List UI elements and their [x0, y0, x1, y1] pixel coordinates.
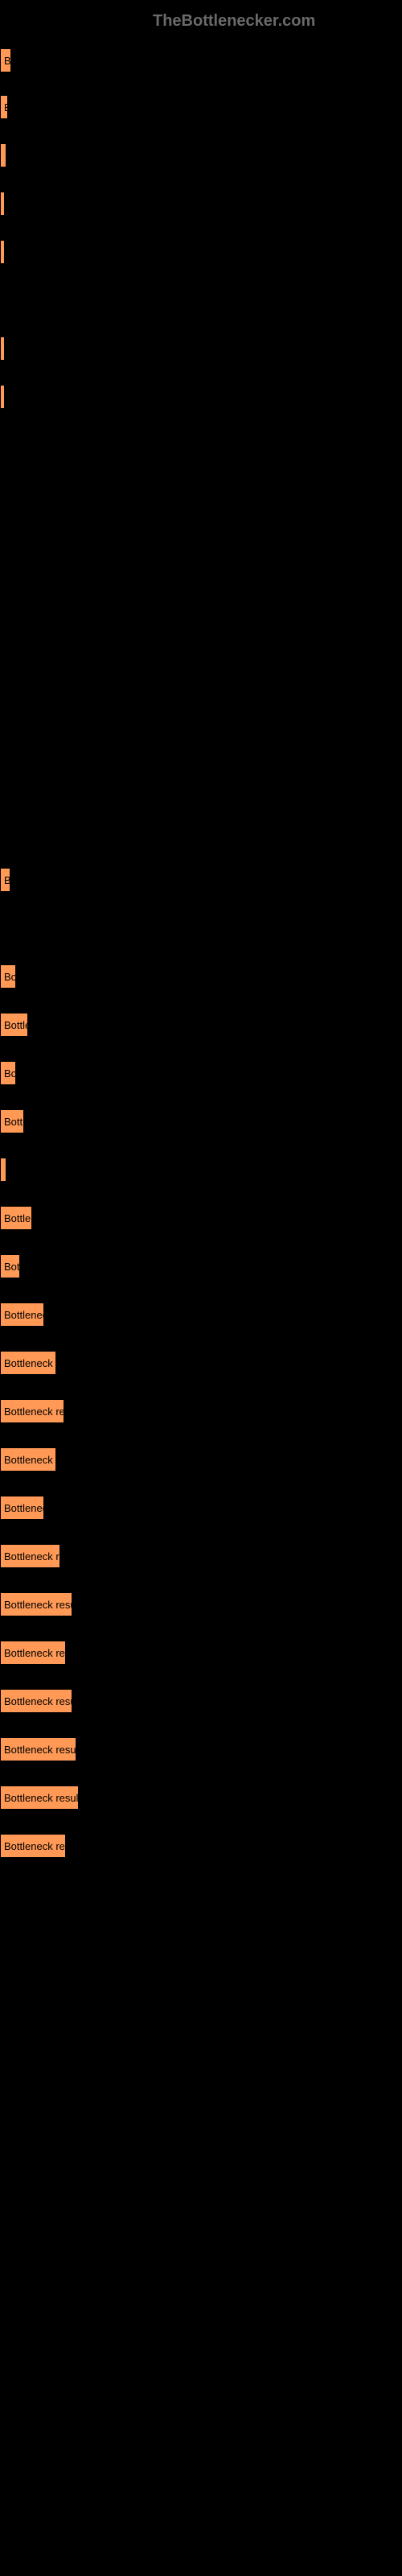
bar-row: Bottleneck res	[0, 1544, 60, 1568]
bar: Bottleneck resul	[0, 1834, 66, 1858]
bar	[0, 385, 5, 409]
bar: Bottleneck result	[0, 1785, 79, 1810]
bar-row: Bottler	[0, 1013, 28, 1037]
bar	[0, 192, 5, 216]
bar-row: B	[0, 48, 11, 72]
bar-row: B	[0, 95, 8, 119]
bar-row: Bottleneck	[0, 1496, 44, 1520]
bar-row: Bottleneck re	[0, 1351, 56, 1375]
bar-row: Bottleneck result	[0, 1785, 79, 1810]
bar-row: Bottl	[0, 1109, 24, 1133]
site-logo: TheBottlenecker.com	[153, 12, 315, 31]
bar: B	[0, 95, 8, 119]
bar-row: Bottleneck result	[0, 1737, 76, 1761]
bar-row: Bottleneck resu	[0, 1399, 64, 1423]
bar-row	[0, 192, 5, 216]
bar: Bottleneck	[0, 1496, 44, 1520]
bar	[0, 143, 6, 167]
bar-row: B	[0, 868, 10, 892]
bar: B	[0, 48, 11, 72]
bar: Bottleneck	[0, 1302, 44, 1327]
bar: Bottleneck re	[0, 1351, 56, 1375]
bar: Bo	[0, 1061, 16, 1085]
bar	[0, 1158, 6, 1182]
bar: Bottleneck res	[0, 1544, 60, 1568]
bar-row: Bottleneck result	[0, 1592, 72, 1616]
bar-row: Bo	[0, 964, 16, 989]
bar: Bottleneck resu	[0, 1399, 64, 1423]
bar-row: Bottleneck	[0, 1302, 44, 1327]
bar-row	[0, 1158, 6, 1182]
bar: Bot	[0, 1254, 20, 1278]
bar-row	[0, 385, 5, 409]
bar-row: Bot	[0, 1254, 20, 1278]
bar: Bottleneck resul	[0, 1641, 66, 1665]
bar	[0, 336, 5, 361]
bar: Bottleneck re	[0, 1447, 56, 1472]
bar: Bottleneck result	[0, 1689, 72, 1713]
bar-row: Bottleneck resul	[0, 1834, 66, 1858]
bar-row	[0, 143, 6, 167]
bar-row: Bo	[0, 1061, 16, 1085]
bar-row: Bottleneck re	[0, 1447, 56, 1472]
bar: Bottler	[0, 1013, 28, 1037]
bar-row	[0, 336, 5, 361]
bar: Bottleneck result	[0, 1592, 72, 1616]
bar: Bottleneck result	[0, 1737, 76, 1761]
bar: Bottlene	[0, 1206, 32, 1230]
bar	[0, 240, 5, 264]
bar: B	[0, 868, 10, 892]
bar-row: Bottlene	[0, 1206, 32, 1230]
bar: Bottl	[0, 1109, 24, 1133]
bar-row: Bottleneck resul	[0, 1641, 66, 1665]
bar-row: Bottleneck result	[0, 1689, 72, 1713]
bar-row	[0, 240, 5, 264]
bar: Bo	[0, 964, 16, 989]
